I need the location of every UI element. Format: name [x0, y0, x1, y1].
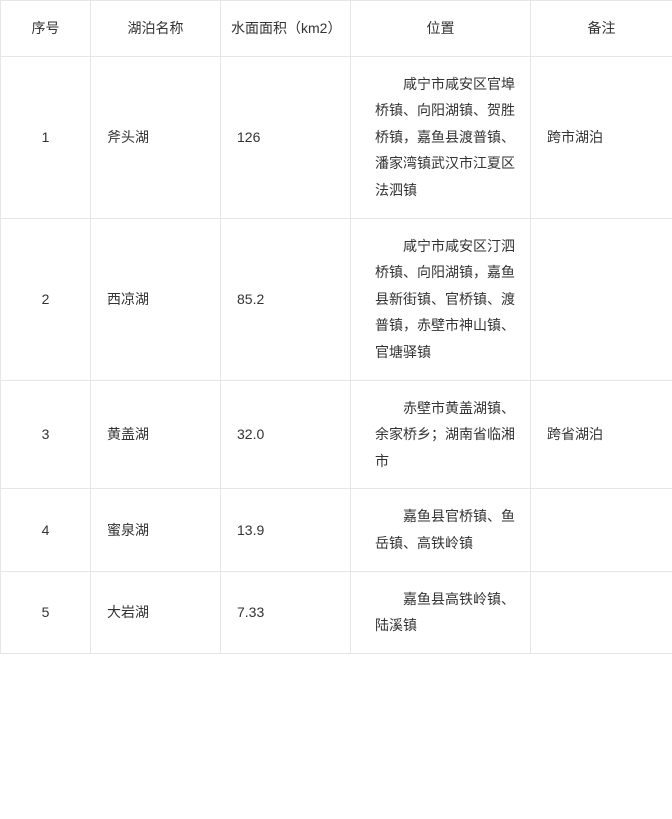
cell-area: 13.9 — [221, 489, 351, 571]
table-row: 1斧头湖126咸宁市咸安区官埠桥镇、向阳湖镇、贺胜桥镇，嘉鱼县渡普镇、潘家湾镇武… — [1, 56, 672, 218]
cell-name: 西凉湖 — [91, 218, 221, 380]
table-row: 2西凉湖85.2咸宁市咸安区汀泗桥镇、向阳湖镇，嘉鱼县新街镇、官桥镇、渡普镇，赤… — [1, 218, 672, 380]
col-header-name: 湖泊名称 — [91, 1, 221, 57]
table-row: 4蜜泉湖13.9嘉鱼县官桥镇、鱼岳镇、高铁岭镇 — [1, 489, 672, 571]
cell-index: 3 — [1, 380, 91, 489]
cell-name: 蜜泉湖 — [91, 489, 221, 571]
cell-location: 嘉鱼县官桥镇、鱼岳镇、高铁岭镇 — [351, 489, 531, 571]
cell-note — [531, 571, 672, 653]
cell-note — [531, 218, 672, 380]
cell-name: 斧头湖 — [91, 56, 221, 218]
table-row: 5大岩湖7.33嘉鱼县高铁岭镇、陆溪镇 — [1, 571, 672, 653]
cell-name: 大岩湖 — [91, 571, 221, 653]
table-head: 序号 湖泊名称 水面面积（km2） 位置 备注 — [1, 1, 672, 57]
cell-location: 嘉鱼县高铁岭镇、陆溪镇 — [351, 571, 531, 653]
cell-area: 85.2 — [221, 218, 351, 380]
cell-area: 126 — [221, 56, 351, 218]
cell-note — [531, 489, 672, 571]
col-header-note: 备注 — [531, 1, 672, 57]
col-header-index: 序号 — [1, 1, 91, 57]
cell-location: 咸宁市咸安区汀泗桥镇、向阳湖镇，嘉鱼县新街镇、官桥镇、渡普镇，赤壁市神山镇、官塘… — [351, 218, 531, 380]
cell-index: 2 — [1, 218, 91, 380]
cell-index: 1 — [1, 56, 91, 218]
cell-location: 赤壁市黄盖湖镇、余家桥乡；湖南省临湘市 — [351, 380, 531, 489]
table-body: 1斧头湖126咸宁市咸安区官埠桥镇、向阳湖镇、贺胜桥镇，嘉鱼县渡普镇、潘家湾镇武… — [1, 56, 672, 653]
col-header-area: 水面面积（km2） — [221, 1, 351, 57]
col-header-location: 位置 — [351, 1, 531, 57]
cell-index: 4 — [1, 489, 91, 571]
cell-area: 7.33 — [221, 571, 351, 653]
table-row: 3黄盖湖32.0赤壁市黄盖湖镇、余家桥乡；湖南省临湘市跨省湖泊 — [1, 380, 672, 489]
lakes-table: 序号 湖泊名称 水面面积（km2） 位置 备注 1斧头湖126咸宁市咸安区官埠桥… — [0, 0, 672, 654]
cell-area: 32.0 — [221, 380, 351, 489]
cell-location: 咸宁市咸安区官埠桥镇、向阳湖镇、贺胜桥镇，嘉鱼县渡普镇、潘家湾镇武汉市江夏区法泗… — [351, 56, 531, 218]
header-row: 序号 湖泊名称 水面面积（km2） 位置 备注 — [1, 1, 672, 57]
cell-note: 跨市湖泊 — [531, 56, 672, 218]
cell-name: 黄盖湖 — [91, 380, 221, 489]
cell-index: 5 — [1, 571, 91, 653]
cell-note: 跨省湖泊 — [531, 380, 672, 489]
